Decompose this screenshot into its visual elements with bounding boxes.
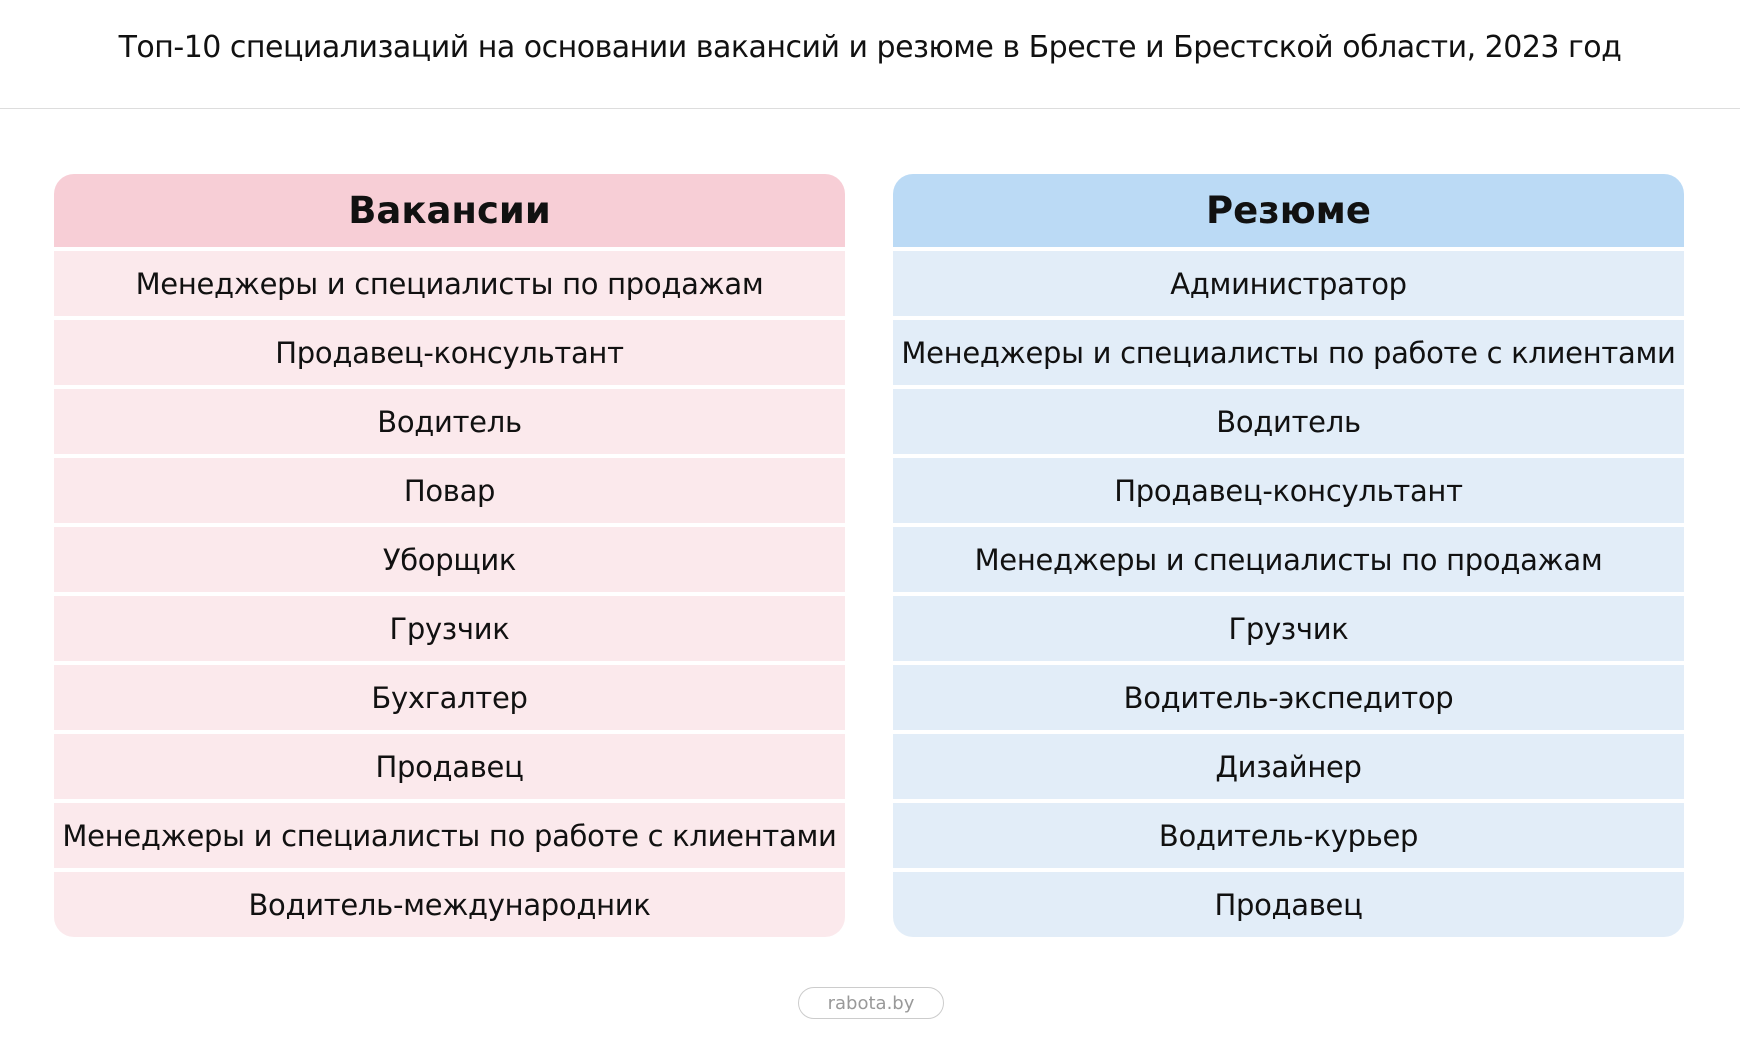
table: Резюме Администратор Менеджеры и специалис… [893,174,1684,937]
table-row: Повар [54,458,845,523]
table-row: Менеджеры и специалисты по работе с клие… [893,320,1684,385]
table-header: Вакансии [54,174,845,247]
table-header: Резюме [893,174,1684,247]
table-row: Уборщик [54,527,845,592]
table-row: Продавец-консультант [54,320,845,385]
table-row: Водитель [54,389,845,454]
table-row: Грузчик [54,596,845,661]
table-row: Бухгалтер [54,665,845,730]
table-row: Менеджеры и специалисты по продажам [54,251,845,316]
table-row: Менеджеры и специалисты по продажам [893,527,1684,592]
table-row: Продавец [893,872,1684,937]
table-row: Грузчик [893,596,1684,661]
table: Вакансии Менеджеры и специалисты по прода… [54,174,845,937]
table-row: Продавец [54,734,845,799]
table-row: Водитель-международник [54,872,845,937]
table-row: Продавец-консультант [893,458,1684,523]
table-row: Администратор [893,251,1684,316]
title: Топ-10 специализаций на основании ваканс… [118,30,1622,65]
separator [0,108,1740,109]
footer-badge: rabota.by [798,987,944,1019]
table-row: Менеджеры и специалисты по работе с клие… [54,803,845,868]
table-row: Водитель-курьер [893,803,1684,868]
table-row: Дизайнер [893,734,1684,799]
table-row: Водитель [893,389,1684,454]
table-row: Водитель-экспедитор [893,665,1684,730]
